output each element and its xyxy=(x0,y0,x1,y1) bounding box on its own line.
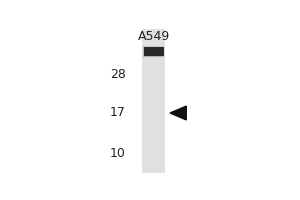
Text: A549: A549 xyxy=(138,30,170,43)
Bar xyxy=(144,47,164,56)
Bar xyxy=(143,46,164,58)
Text: 28: 28 xyxy=(110,68,126,81)
Text: 10: 10 xyxy=(110,147,126,160)
Bar xyxy=(143,47,164,57)
Polygon shape xyxy=(170,106,186,120)
Bar xyxy=(143,46,164,57)
Bar xyxy=(142,29,165,173)
Text: 17: 17 xyxy=(110,106,126,119)
